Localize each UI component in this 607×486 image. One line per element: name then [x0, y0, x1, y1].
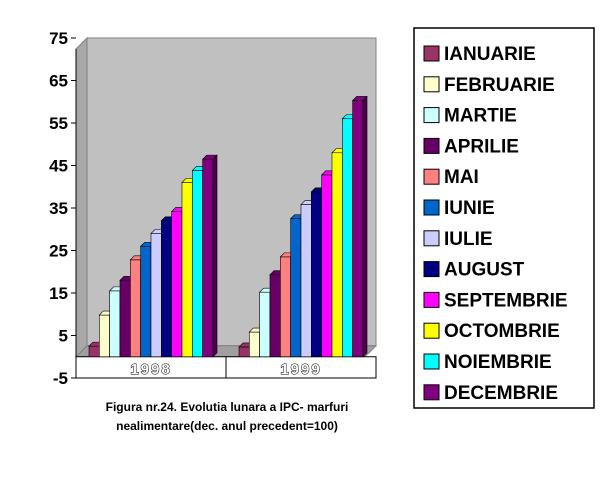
- bar-front: [161, 220, 172, 358]
- figure-caption: Figura nr.24. Evolutia lunara a IPC- mar…: [105, 400, 349, 433]
- legend-entry: NOIEMBRIE: [444, 352, 552, 373]
- legend-entry: AUGUST: [444, 260, 525, 281]
- legend-swatch: [423, 353, 440, 370]
- bar-front: [290, 218, 302, 358]
- y-tick-label: 45: [49, 157, 68, 176]
- bar-front: [342, 118, 353, 358]
- bar-front: [88, 345, 100, 358]
- legend-entry: OCTOMBRIE: [444, 321, 560, 342]
- plot-area: 75 65 55 45 35 25 15 5 -5 1998 1999: [49, 29, 378, 388]
- legend-entry: APRILIE: [444, 136, 519, 157]
- bar-front: [181, 182, 193, 358]
- legend: IANUARIE FEBRUARIE MARTIE APRILIE MAI IUNIE IU…: [413, 27, 595, 409]
- bar-front: [300, 204, 312, 358]
- legend-entry: IULIE: [444, 229, 493, 250]
- bar-side: [212, 154, 218, 358]
- y-tick-label: 55: [49, 114, 68, 133]
- legend-swatch: [423, 322, 440, 339]
- bar-front: [109, 290, 121, 358]
- plot-side-wall: [75, 36, 88, 358]
- bar-front: [311, 191, 322, 358]
- bar-front: [150, 233, 162, 358]
- legend-swatch: [423, 45, 440, 62]
- bar-front: [119, 279, 131, 358]
- bar-front: [259, 291, 271, 358]
- y-tick-label: 25: [49, 242, 68, 261]
- y-tick-label: -5: [53, 369, 68, 388]
- legend-entry: IUNIE: [444, 198, 495, 219]
- bar-side: [362, 95, 368, 358]
- legend-entry: DECEMBRIE: [444, 383, 558, 404]
- y-tick-label: 15: [49, 284, 68, 303]
- bar-front: [280, 256, 291, 358]
- y-tick-label: 35: [49, 199, 68, 218]
- bar-front: [331, 152, 343, 358]
- legend-box: [413, 27, 595, 409]
- bar-front: [352, 100, 364, 358]
- y-tick-label: 75: [49, 29, 68, 48]
- legend-swatch: [423, 291, 440, 308]
- legend-swatch: [423, 168, 440, 185]
- legend-swatch: [423, 384, 440, 401]
- legend-swatch: [423, 230, 440, 247]
- category-label: 1999: [280, 361, 321, 378]
- legend-swatch: [423, 76, 440, 93]
- bar-front: [321, 174, 333, 358]
- bar-front: [238, 346, 250, 358]
- category-label: 1998: [130, 361, 171, 378]
- y-tick-label: 65: [49, 72, 68, 91]
- bar-front: [99, 314, 110, 358]
- bar-front: [202, 158, 214, 358]
- bar-decembrie-1998: [201, 154, 218, 358]
- legend-entry: SEPTEMBRIE: [444, 290, 568, 311]
- bar-decembrie-1999: [351, 95, 368, 358]
- bar-front: [140, 245, 152, 358]
- bar-front: [171, 211, 183, 358]
- bar-front: [269, 274, 281, 358]
- legend-swatch: [423, 107, 440, 124]
- bar-front: [249, 331, 260, 358]
- legend-swatch: [423, 137, 440, 154]
- legend-entry: IANUARIE: [444, 44, 536, 65]
- legend-entry: MARTIE: [444, 106, 517, 127]
- bar-front: [192, 170, 203, 358]
- legend-entry: FEBRUARIE: [444, 75, 555, 96]
- legend-entry: MAI: [444, 167, 479, 188]
- legend-swatch: [423, 199, 440, 216]
- legend-swatch: [423, 261, 440, 278]
- bar-front: [130, 259, 141, 358]
- y-tick-label: 5: [59, 327, 68, 346]
